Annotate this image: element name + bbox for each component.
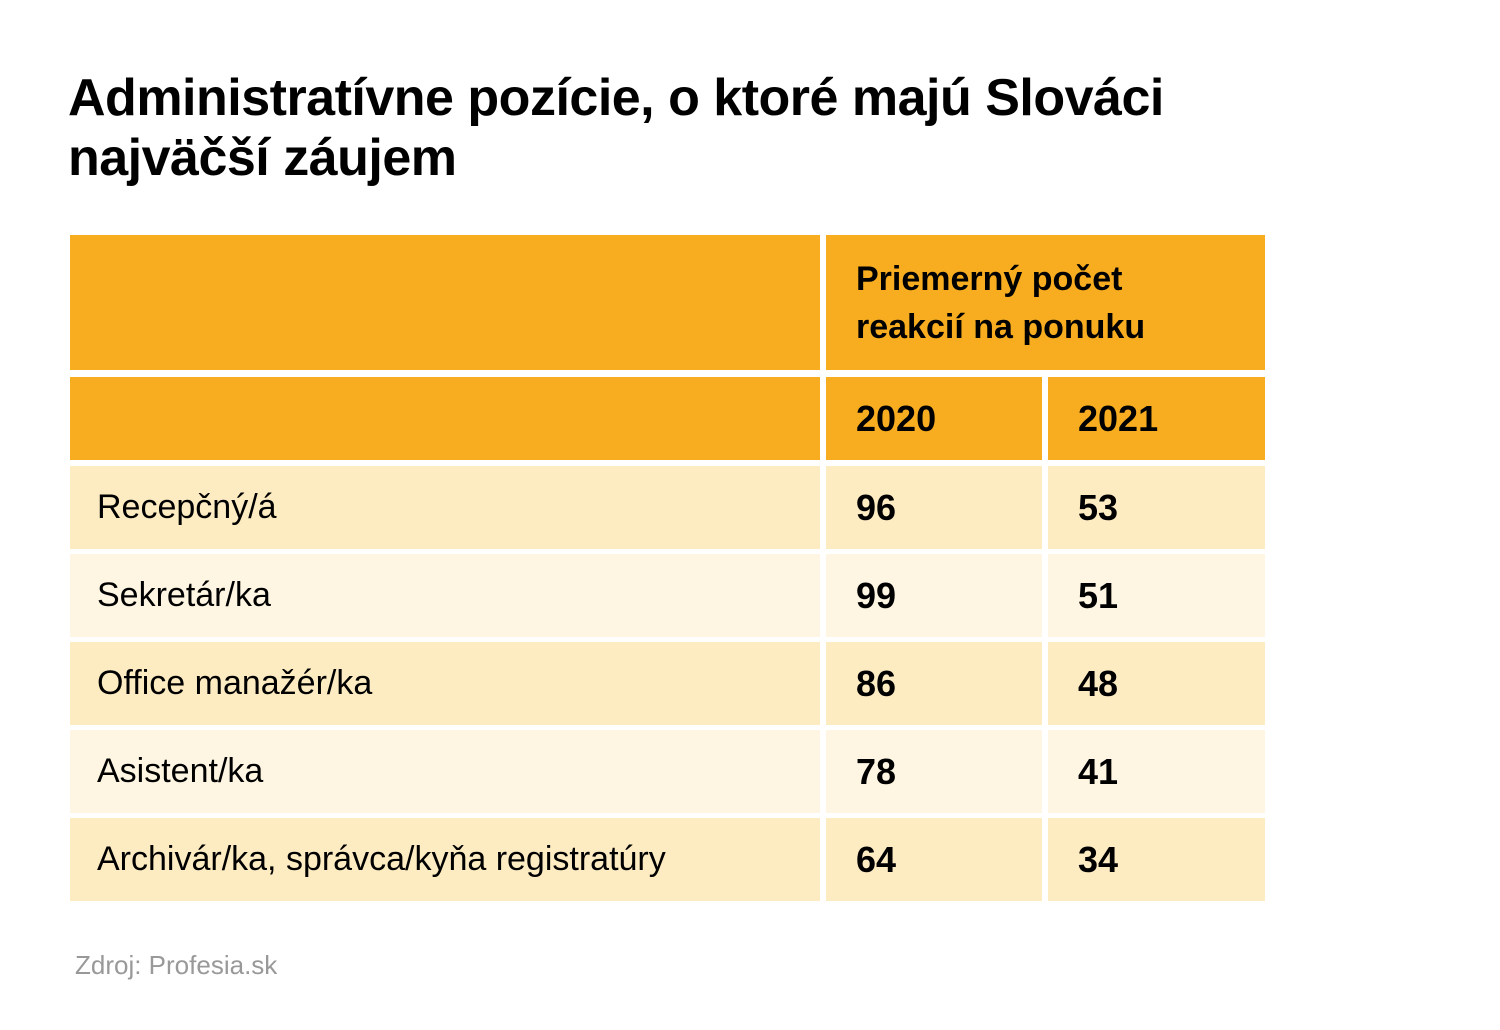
column-header-2021: 2021 bbox=[1048, 377, 1265, 460]
value-2020: 86 bbox=[826, 642, 1042, 725]
source-note: Zdroj: Profesia.sk bbox=[75, 950, 278, 980]
header-empty-cell-2 bbox=[70, 377, 820, 460]
row-label: Sekretár/ka bbox=[70, 554, 820, 637]
value-2020: 64 bbox=[826, 818, 1042, 901]
value-2020: 78 bbox=[826, 730, 1042, 813]
value-2020: 96 bbox=[826, 466, 1042, 549]
value-2021: 51 bbox=[1048, 554, 1265, 637]
column-header-2020: 2020 bbox=[826, 377, 1042, 460]
row-label: Recepčný/á bbox=[70, 466, 820, 549]
value-2021: 48 bbox=[1048, 642, 1265, 725]
row-label: Asistent/ka bbox=[70, 730, 820, 813]
page-title: Administratívne pozície, o ktoré majú Sl… bbox=[68, 69, 1164, 187]
value-2021: 34 bbox=[1048, 818, 1265, 901]
row-label: Office manažér/ka bbox=[70, 642, 820, 725]
value-2020: 99 bbox=[826, 554, 1042, 637]
value-2021: 53 bbox=[1048, 466, 1265, 549]
value-2021: 41 bbox=[1048, 730, 1265, 813]
header-empty-cell-1 bbox=[70, 235, 820, 370]
row-label: Archivár/ka, správca/kyňa registratúry bbox=[70, 818, 820, 901]
header-group-label: Priemerný počet reakcií na ponuku bbox=[826, 235, 1265, 370]
